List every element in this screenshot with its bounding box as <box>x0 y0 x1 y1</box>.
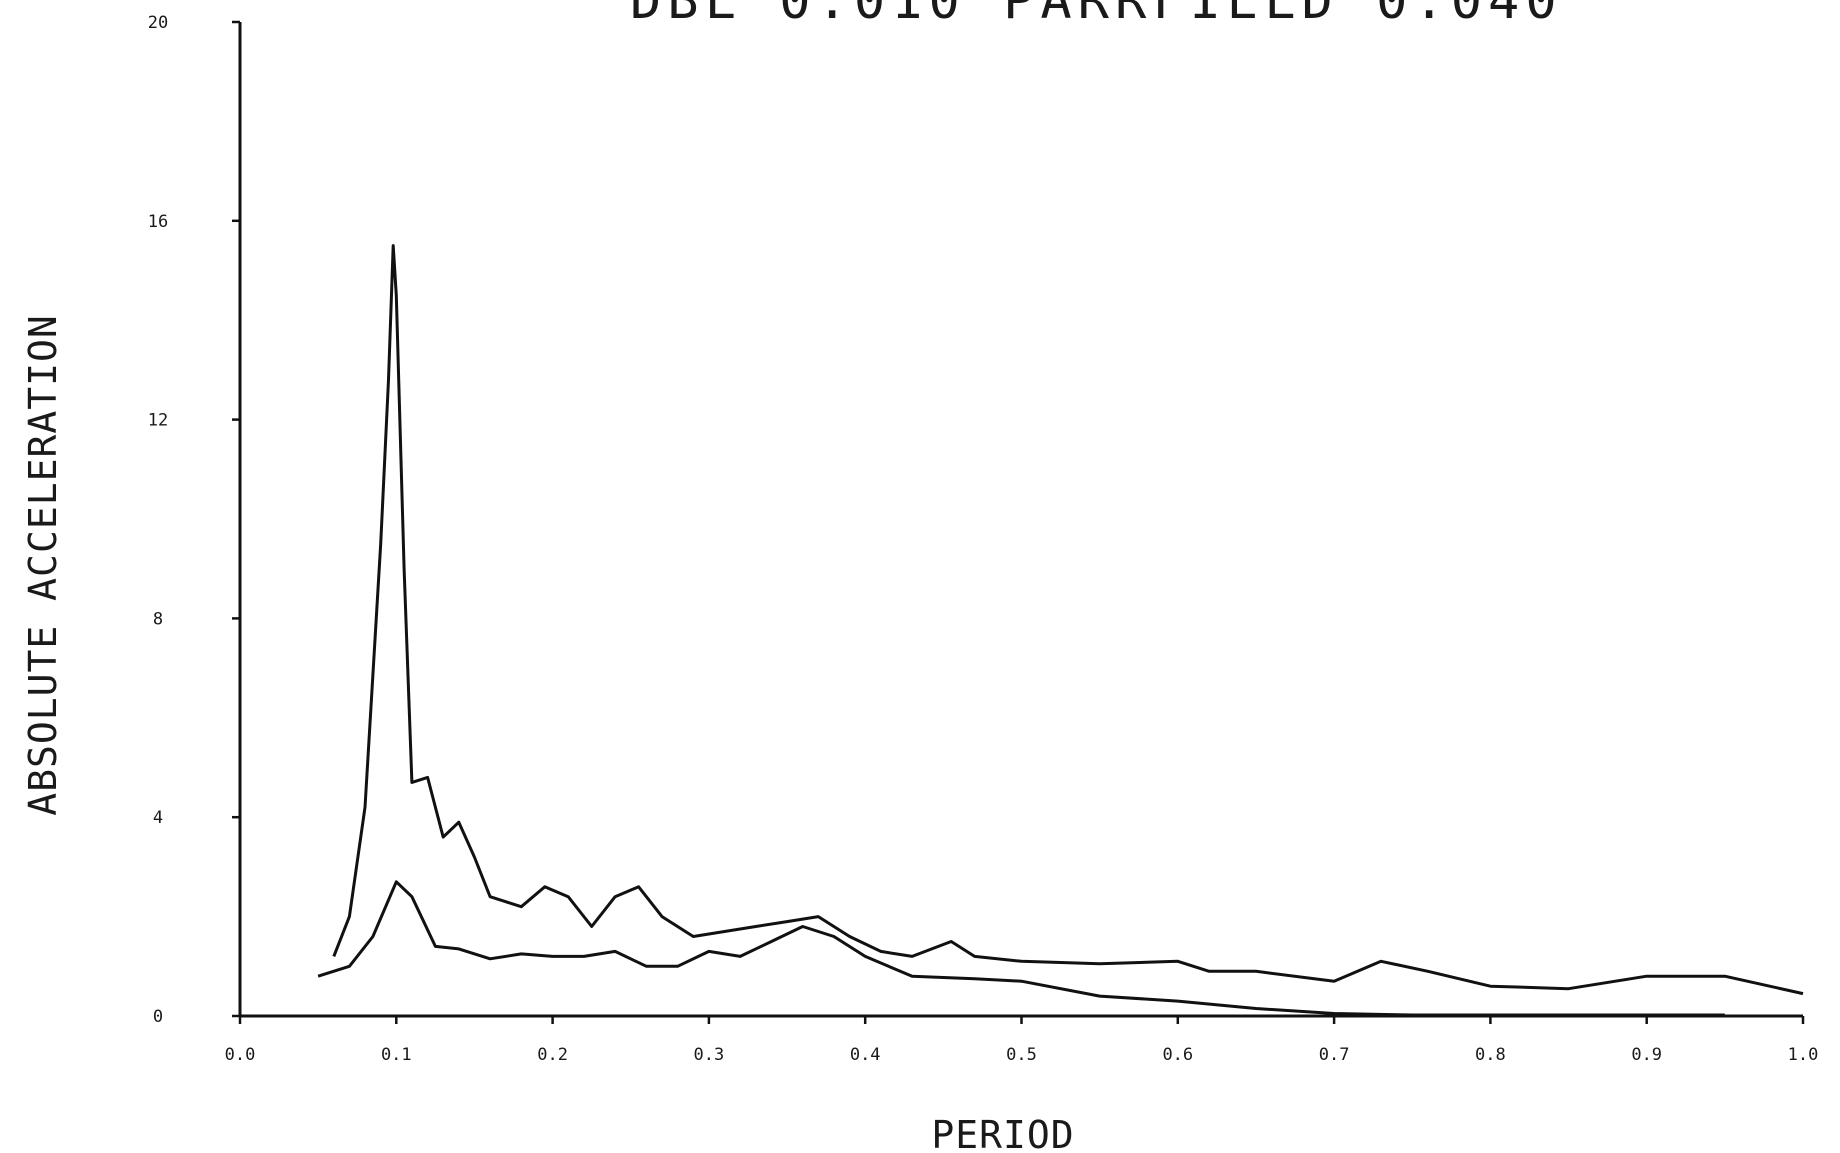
x-tick-label: 0.6 <box>1162 1045 1193 1065</box>
x-tick-label: 0.7 <box>1319 1045 1350 1065</box>
y-tick-label: 16 <box>148 212 168 232</box>
y-tick-label: 8 <box>153 609 163 629</box>
y-ticks: 0 4 8 12 16 20 <box>148 13 240 1027</box>
y-axis-label: ABSOLUTE ACCELERATION <box>21 314 65 815</box>
x-tick-label: 0.8 <box>1475 1045 1506 1065</box>
x-tick-label: 0.1 <box>381 1045 412 1065</box>
x-tick-label: 0.3 <box>694 1045 725 1065</box>
series-group <box>317 244 1804 1017</box>
y-tick-label: 4 <box>153 808 163 828</box>
x-tick-label: 0.5 <box>1006 1045 1037 1065</box>
x-ticks: 0.0 0.1 0.2 0.3 0.4 0.5 0.6 0.7 0.8 0.9 1.0 <box>225 1016 1819 1065</box>
x-tick-label: 1.0 <box>1788 1045 1819 1065</box>
x-tick-label: 0.0 <box>225 1045 256 1065</box>
axes <box>238 22 1803 1018</box>
series-line-2 <box>317 880 1725 1017</box>
y-tick-label: 0 <box>153 1007 163 1027</box>
y-tick-label: 20 <box>148 13 168 33</box>
series-line-1 <box>332 244 1804 996</box>
x-tick-label: 0.9 <box>1631 1045 1662 1065</box>
y-tick-label: 12 <box>148 411 168 431</box>
x-axis-label: PERIOD <box>931 1113 1074 1153</box>
x-tick-label: 0.2 <box>537 1045 568 1065</box>
chart-title: DBL 0.010 PARRFIELD 0.040 <box>630 0 1563 31</box>
x-tick-label: 0.4 <box>850 1045 881 1065</box>
